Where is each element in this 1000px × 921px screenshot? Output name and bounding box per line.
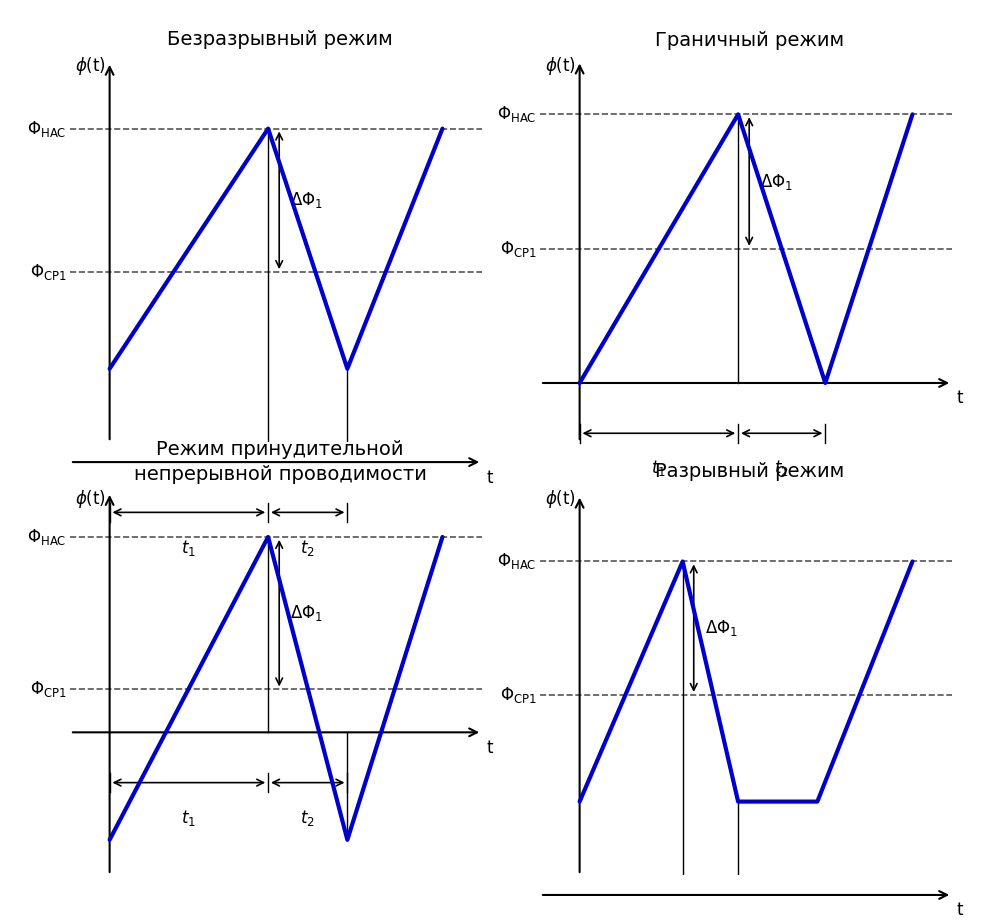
- Text: $\Delta\Phi_1$: $\Delta\Phi_1$: [705, 618, 738, 638]
- Text: $\Delta\Phi_1$: $\Delta\Phi_1$: [290, 603, 323, 624]
- Text: $\phi$(t): $\phi$(t): [545, 488, 576, 510]
- Text: $\Phi_{\rm НАС}$: $\Phi_{\rm НАС}$: [27, 119, 67, 139]
- Text: t: t: [487, 739, 493, 757]
- Text: $t_1$: $t_1$: [181, 538, 196, 557]
- Text: $\Phi_{\rm НАС}$: $\Phi_{\rm НАС}$: [497, 552, 537, 572]
- Text: t: t: [487, 469, 493, 486]
- Text: $\Phi_{\rm НАС}$: $\Phi_{\rm НАС}$: [497, 104, 537, 124]
- Text: Разрывный режим: Разрывный режим: [655, 462, 845, 482]
- Text: Граничный режим: Граничный режим: [655, 31, 845, 50]
- Text: $t_2$: $t_2$: [300, 808, 315, 828]
- Text: $t_2$: $t_2$: [774, 459, 789, 478]
- Text: $\phi$(t): $\phi$(t): [545, 55, 576, 77]
- Text: t: t: [957, 902, 963, 919]
- Text: $\phi$(t): $\phi$(t): [75, 488, 106, 510]
- Text: $t_1$: $t_1$: [651, 459, 666, 478]
- Text: $\Phi_{\rm СР1}$: $\Phi_{\rm СР1}$: [500, 239, 537, 259]
- Text: $\phi$(t): $\phi$(t): [75, 55, 106, 77]
- Text: $\Phi_{\rm НАС}$: $\Phi_{\rm НАС}$: [27, 527, 67, 547]
- Text: $\Phi_{\rm СР1}$: $\Phi_{\rm СР1}$: [500, 685, 537, 705]
- Text: t: t: [957, 390, 963, 407]
- Text: $t_2$: $t_2$: [300, 538, 315, 557]
- Text: $\Delta\Phi_1$: $\Delta\Phi_1$: [290, 191, 323, 210]
- Text: $\Phi_{\rm СР1}$: $\Phi_{\rm СР1}$: [30, 262, 67, 282]
- Text: $\Delta\Phi_1$: $\Delta\Phi_1$: [760, 171, 793, 192]
- Text: $t_1$: $t_1$: [181, 808, 196, 828]
- Text: Безразрывный режим: Безразрывный режим: [167, 29, 393, 49]
- Text: $\Phi_{\rm СР1}$: $\Phi_{\rm СР1}$: [30, 680, 67, 699]
- Text: Режим принудительной
непрерывной проводимости: Режим принудительной непрерывной проводи…: [134, 440, 426, 484]
